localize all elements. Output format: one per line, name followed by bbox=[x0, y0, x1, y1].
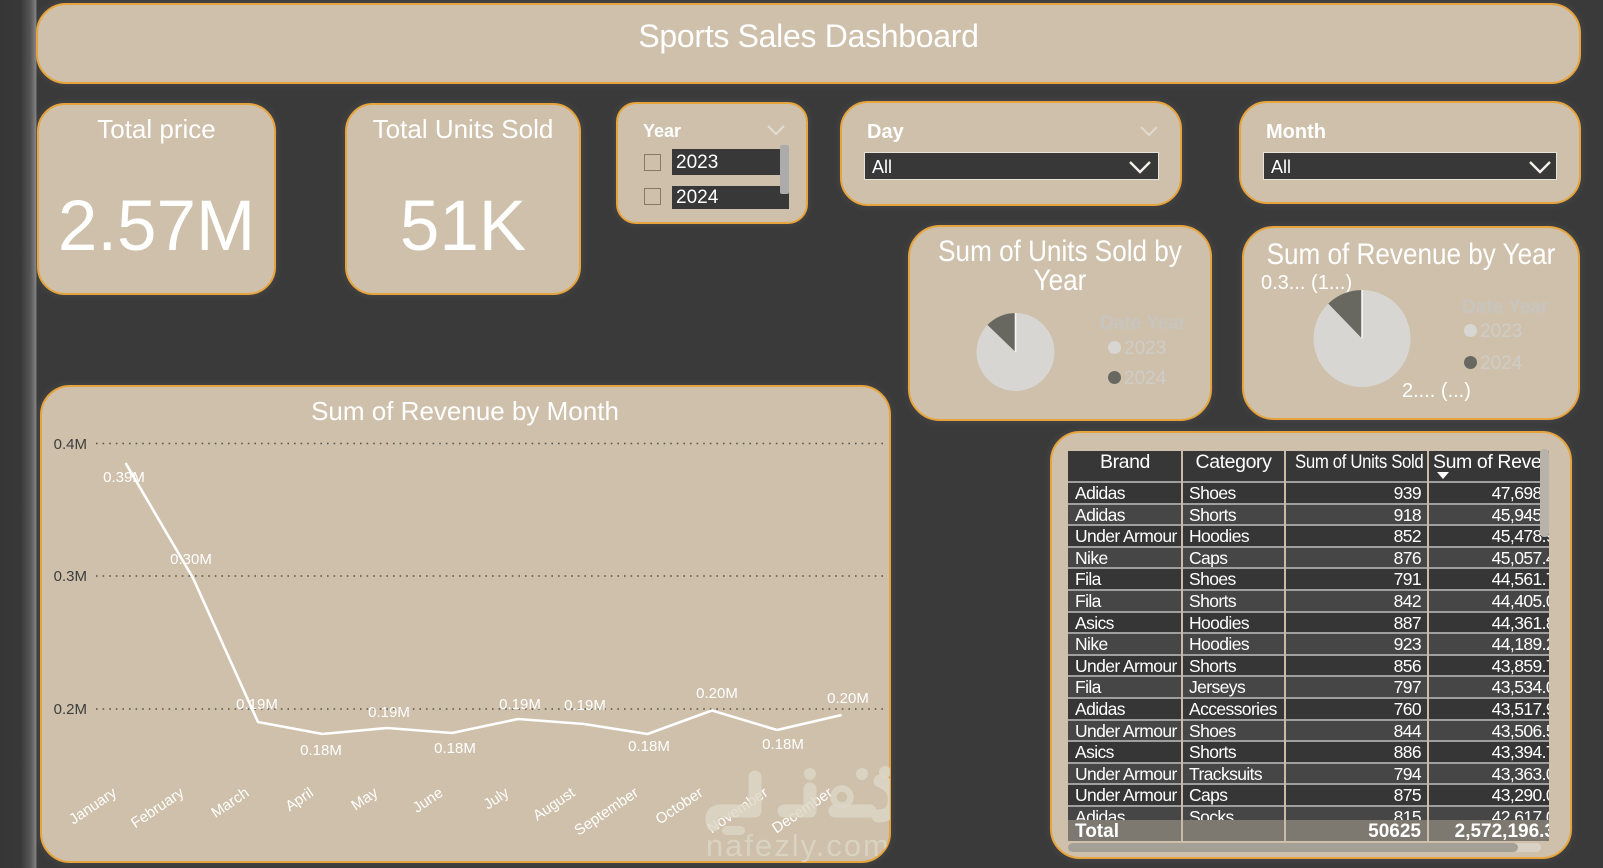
svg-text:Sum of Revenue by Month: Sum of Revenue by Month bbox=[311, 396, 619, 426]
svg-text:0.18M: 0.18M bbox=[434, 740, 476, 757]
svg-text:0.3M: 0.3M bbox=[54, 568, 87, 585]
svg-text:0.20M: 0.20M bbox=[827, 690, 869, 707]
svg-text:October: October bbox=[652, 784, 706, 828]
svg-text:0.18M: 0.18M bbox=[762, 736, 804, 753]
svg-text:July: July bbox=[481, 784, 513, 813]
svg-text:0.18M: 0.18M bbox=[300, 742, 342, 759]
svg-text:0.4M: 0.4M bbox=[54, 436, 87, 453]
svg-text:June: June bbox=[410, 784, 446, 816]
svg-text:0.20M: 0.20M bbox=[696, 685, 738, 702]
svg-text:0.19M: 0.19M bbox=[564, 697, 606, 714]
svg-text:September: September bbox=[571, 784, 641, 839]
svg-text:0.30M: 0.30M bbox=[170, 551, 212, 568]
svg-text:March: March bbox=[208, 784, 252, 821]
svg-text:August: August bbox=[530, 784, 579, 825]
svg-text:January: January bbox=[66, 784, 120, 828]
svg-text:0.39M: 0.39M bbox=[103, 469, 145, 486]
svg-text:April: April bbox=[282, 784, 316, 815]
svg-text:0.19M: 0.19M bbox=[499, 696, 541, 713]
svg-text:0.19M: 0.19M bbox=[236, 696, 278, 713]
svg-text:February: February bbox=[128, 784, 188, 832]
svg-text:nafezly.com: nafezly.com bbox=[706, 828, 891, 863]
svg-text:May: May bbox=[348, 784, 381, 814]
svg-text:0.2M: 0.2M bbox=[54, 701, 87, 718]
svg-text:0.18M: 0.18M bbox=[628, 738, 670, 755]
svg-text:0.19M: 0.19M bbox=[368, 704, 410, 721]
